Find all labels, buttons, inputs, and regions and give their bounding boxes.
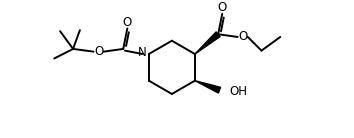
Text: O: O: [238, 30, 247, 43]
Polygon shape: [195, 81, 221, 93]
Text: OH: OH: [230, 85, 248, 98]
Text: N: N: [138, 46, 147, 59]
Polygon shape: [195, 32, 220, 54]
Text: O: O: [94, 45, 103, 58]
Text: O: O: [123, 16, 132, 29]
Text: O: O: [218, 2, 227, 14]
